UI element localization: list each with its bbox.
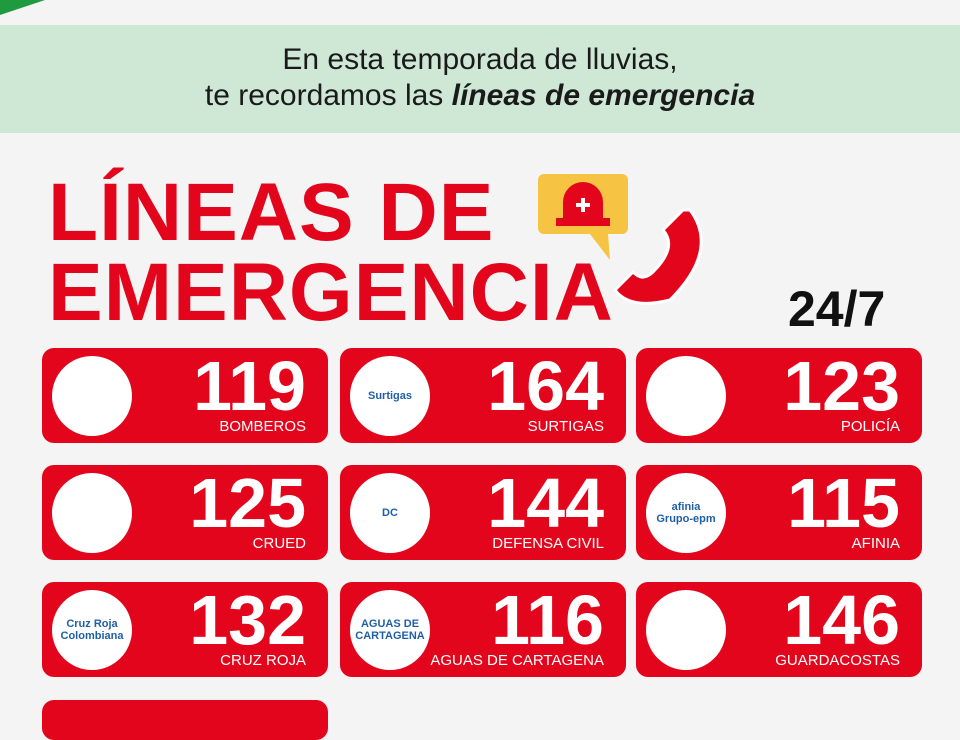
logo-text: DC (382, 507, 398, 519)
card-partial (42, 700, 328, 740)
line-name: BOMBEROS (219, 418, 306, 435)
line-card: 123 POLICÍA (636, 348, 922, 443)
corner-ribbon (0, 0, 45, 15)
banner-line: En esta temporada de lluvias, (282, 43, 678, 76)
title-line: LÍNEAS DE (48, 167, 495, 258)
logo: Surtigas (350, 356, 430, 436)
line-number: 116 (491, 581, 604, 659)
line-name: AGUAS DE CARTAGENA (430, 652, 604, 669)
line-card: 119 BOMBEROS (42, 348, 328, 443)
line-number: 119 (193, 347, 306, 425)
line-number: 144 (487, 464, 604, 542)
logo: afinia Grupo-epm (646, 473, 726, 553)
line-name: POLICÍA (840, 418, 900, 435)
logo-text: CARTAGENA (355, 630, 425, 642)
line-name: CRUZ ROJA (220, 652, 306, 669)
banner-text: te recordamos las (204, 79, 444, 112)
line-number: 115 (787, 464, 900, 542)
banner: En esta temporada de lluvias, te recorda… (0, 25, 960, 133)
title-line: EMERGENCIA (48, 247, 614, 338)
logo (52, 356, 132, 436)
line-card: afinia Grupo-epm 115 AFINIA (636, 465, 922, 560)
banner-emphasis: líneas de emergencia (451, 79, 756, 112)
line-number: 146 (783, 581, 900, 659)
logo (52, 473, 132, 553)
line-number: 125 (189, 464, 306, 542)
line-card: 146 GUARDACOSTAS (636, 582, 922, 677)
logo: AGUAS DE CARTAGENA (350, 590, 430, 670)
line-name: SURTIGAS (527, 418, 604, 435)
line-number: 123 (783, 347, 900, 425)
logo-text: Cruz Roja (66, 618, 118, 630)
logo-text: Colombiana (60, 630, 124, 642)
logo-text: AGUAS DE (360, 618, 420, 630)
logo-text: Grupo-epm (656, 513, 716, 525)
line-name: AFINIA (851, 535, 900, 552)
line-card: 125 CRUED (42, 465, 328, 560)
logo: DC (350, 473, 430, 553)
line-card: AGUAS DE CARTAGENA 116 AGUAS DE CARTAGENA (340, 582, 626, 677)
logo-text: afinia (671, 501, 701, 513)
emergency-icons (538, 174, 703, 305)
logo: Cruz Roja Colombiana (52, 590, 132, 670)
logo (646, 590, 726, 670)
line-card: Cruz Roja Colombiana 132 CRUZ ROJA (42, 582, 328, 677)
line-card: Surtigas 164 SURTIGAS (340, 348, 626, 443)
line-name: CRUED (252, 535, 306, 552)
line-name: GUARDACOSTAS (775, 652, 900, 669)
logo-text: Surtigas (367, 390, 412, 402)
line-number: 164 (487, 347, 604, 425)
line-card: DC 144 DEFENSA CIVIL (340, 465, 626, 560)
banner-line: te recordamos las líneas de emergencia (0, 78, 960, 114)
availability: 24/7 (788, 281, 886, 337)
line-number: 132 (189, 581, 306, 659)
line-name: DEFENSA CIVIL (492, 535, 604, 552)
logo (646, 356, 726, 436)
